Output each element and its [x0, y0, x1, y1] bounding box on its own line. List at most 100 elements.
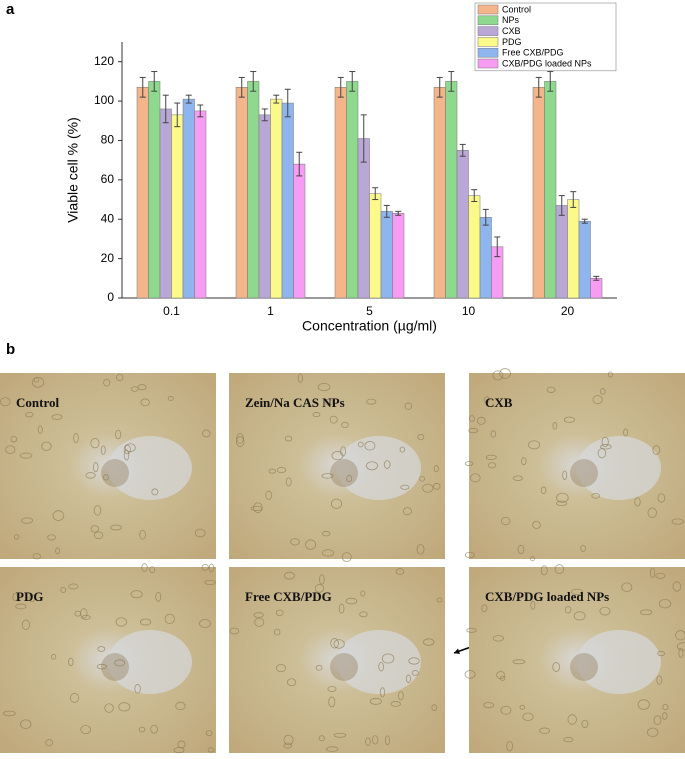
cell [333, 732, 347, 738]
cell [678, 647, 684, 658]
error-bar [185, 94, 192, 104]
micrograph-label: Free CXB/PDG [245, 589, 332, 604]
cell [96, 663, 107, 670]
cell [331, 451, 344, 461]
cell [364, 441, 376, 451]
x-tick-label: 5 [366, 304, 373, 318]
cell [601, 436, 609, 448]
cell [290, 538, 300, 546]
cell [229, 627, 240, 635]
cell [276, 467, 287, 474]
bar [445, 81, 458, 299]
cell [341, 421, 349, 428]
cell [656, 675, 663, 685]
cell [366, 398, 377, 405]
cell [208, 563, 215, 573]
legend-label: PDG [502, 37, 522, 47]
cell [600, 388, 606, 395]
cell [469, 415, 475, 423]
cell [580, 544, 586, 552]
cell [422, 483, 434, 493]
y-tick-label: 20 [101, 251, 115, 265]
cell [327, 686, 337, 692]
cell [140, 618, 152, 626]
bar [148, 81, 161, 299]
bar [235, 87, 248, 299]
cell [369, 697, 382, 705]
cell [556, 492, 569, 503]
cell [346, 474, 353, 483]
cell [275, 664, 287, 673]
dark-spot [101, 459, 129, 487]
error-bar [151, 71, 158, 92]
cell [155, 591, 162, 602]
cell [287, 678, 297, 687]
cell [268, 468, 276, 474]
cell [93, 505, 102, 516]
cell [402, 507, 412, 516]
cell [130, 590, 143, 599]
cell [149, 566, 156, 574]
error-bar [395, 210, 402, 216]
error-bar [482, 208, 489, 226]
cell [378, 661, 384, 672]
cell [492, 370, 504, 381]
cell [466, 627, 477, 633]
error-bar [448, 71, 455, 92]
cell [283, 742, 292, 749]
cell [675, 630, 685, 641]
cell [199, 619, 211, 628]
cell [653, 715, 662, 725]
cell [520, 457, 527, 466]
bar [346, 81, 359, 299]
bar [468, 195, 481, 299]
cell [15, 603, 27, 610]
cell [305, 539, 317, 550]
cell [116, 374, 124, 381]
scratch-area [577, 630, 661, 694]
cell [50, 654, 57, 660]
cell [532, 520, 541, 529]
bar [578, 220, 591, 299]
cell [592, 395, 603, 405]
cell [399, 446, 406, 453]
error-bar [547, 71, 554, 92]
cell [177, 740, 186, 749]
cell [621, 582, 633, 592]
cell [124, 443, 136, 453]
cell [253, 612, 264, 618]
cell [338, 603, 345, 614]
cell [115, 617, 127, 627]
bar [380, 211, 393, 299]
cell [552, 662, 561, 672]
legend-label: CXB/PDG loaded NPs [502, 58, 592, 68]
cell [431, 704, 438, 711]
micrograph-label: PDG [16, 589, 43, 604]
cell [97, 646, 106, 652]
bar [392, 213, 405, 299]
cell [333, 639, 345, 649]
x-tick-label: 0.1 [163, 304, 180, 318]
cell [19, 452, 33, 459]
cell [341, 552, 352, 563]
error-bar [139, 76, 146, 98]
micrograph: PDG [0, 563, 486, 754]
cell [404, 402, 413, 410]
cell [123, 444, 131, 455]
error-bar [197, 104, 204, 118]
cell [31, 377, 45, 388]
bar [555, 205, 568, 299]
cell [662, 703, 669, 711]
cell [100, 445, 106, 455]
cell [522, 712, 534, 721]
legend-swatch [477, 15, 499, 26]
cell [546, 386, 556, 393]
cell [655, 572, 666, 579]
cell [326, 746, 339, 752]
cell [359, 611, 368, 618]
error-bar [250, 71, 257, 92]
cell [647, 727, 659, 738]
cell [254, 617, 265, 627]
bar [136, 87, 149, 299]
bar [456, 150, 469, 299]
